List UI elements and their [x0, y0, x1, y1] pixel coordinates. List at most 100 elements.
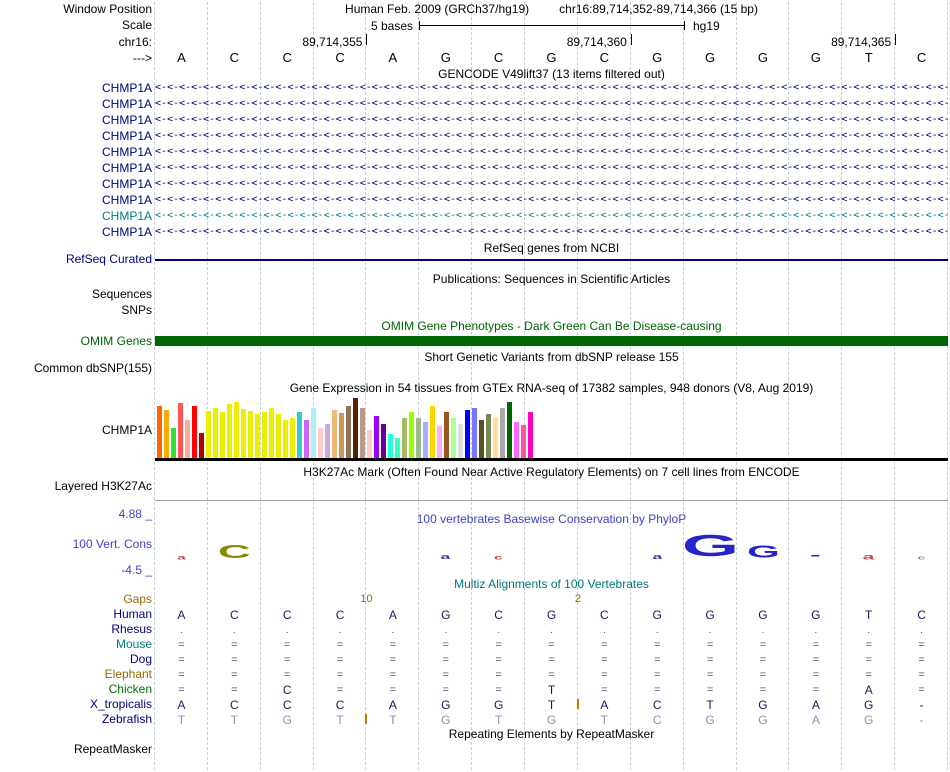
gtex-expression-bar[interactable]: [353, 398, 358, 458]
gtex-expression-bar[interactable]: [227, 404, 232, 458]
gtex-expression-bar[interactable]: [220, 412, 225, 458]
gencode-gene-label[interactable]: CHMP1A: [101, 81, 152, 95]
gtex-expression-bar[interactable]: [458, 424, 463, 458]
gtex-expression-bar[interactable]: [493, 418, 498, 458]
gtex-expression-bar[interactable]: [157, 406, 162, 458]
gtex-expression-bar[interactable]: [262, 412, 267, 458]
gencode-transcript[interactable]: <-<-<-<-<-<-<-<-<-<-<-<-<-<-<-<-<-<-<-<-…: [155, 98, 948, 109]
conservation-track-label[interactable]: 100 Vert. Cons: [72, 537, 152, 551]
gtex-expression-bar[interactable]: [451, 418, 456, 458]
gtex-expression-bar[interactable]: [360, 408, 365, 458]
gtex-expression-bar[interactable]: [192, 406, 197, 458]
gtex-expression-bar[interactable]: [255, 414, 260, 458]
gtex-expression-bar[interactable]: [500, 408, 505, 458]
gencode-transcript[interactable]: <-<-<-<-<-<-<-<-<-<-<-<-<-<-<-<-<-<-<-<-…: [155, 82, 948, 93]
multiz-species-label[interactable]: Dog: [129, 652, 152, 666]
multiz-cell: G: [441, 713, 451, 727]
gtex-expression-bar[interactable]: [178, 403, 183, 458]
gtex-gene-model-line[interactable]: [155, 458, 948, 461]
multiz-species-label[interactable]: Elephant: [104, 667, 152, 681]
gtex-expression-bar[interactable]: [423, 422, 428, 458]
repeatmasker-label[interactable]: RepeatMasker: [73, 742, 152, 756]
gencode-gene-label[interactable]: CHMP1A: [101, 145, 152, 159]
gtex-expression-bar[interactable]: [416, 418, 421, 458]
gtex-expression-bar[interactable]: [276, 414, 281, 458]
gencode-gene-label[interactable]: CHMP1A: [101, 161, 152, 175]
gtex-expression-bar[interactable]: [346, 406, 351, 458]
coordinate-tick: [366, 34, 368, 45]
gtex-expression-bar[interactable]: [234, 402, 239, 458]
multiz-species-label[interactable]: Mouse: [115, 637, 152, 651]
gtex-expression-bar[interactable]: [325, 424, 330, 458]
gencode-gene-label[interactable]: CHMP1A: [101, 113, 152, 127]
gtex-expression-bar[interactable]: [311, 408, 316, 458]
gtex-expression-bar[interactable]: [304, 420, 309, 458]
multiz-species-label[interactable]: Chicken: [108, 682, 152, 696]
gtex-expression-bar[interactable]: [444, 412, 449, 458]
gtex-expression-bar[interactable]: [318, 428, 323, 458]
gtex-expression-bar[interactable]: [171, 428, 176, 458]
gtex-expression-bar[interactable]: [465, 410, 470, 458]
gencode-transcript[interactable]: <-<-<-<-<-<-<-<-<-<-<-<-<-<-<-<-<-<-<-<-…: [155, 130, 948, 141]
multiz-species-label[interactable]: Zebrafish: [101, 712, 152, 726]
gtex-gene-label[interactable]: CHMP1A: [101, 423, 152, 437]
gtex-expression-bar[interactable]: [339, 413, 344, 458]
multiz-species-label[interactable]: X_tropicalis: [89, 697, 152, 711]
gtex-expression-bar[interactable]: [185, 420, 190, 458]
omim-genes-label[interactable]: OMIM Genes: [80, 334, 152, 348]
common-dbsnp-label[interactable]: Common dbSNP(155): [33, 361, 152, 375]
gtex-expression-bar[interactable]: [528, 412, 533, 458]
gtex-expression-bar[interactable]: [213, 408, 218, 458]
gtex-expression-bar[interactable]: [472, 408, 477, 458]
gtex-expression-bar[interactable]: [507, 402, 512, 458]
gtex-expression-bar[interactable]: [164, 410, 169, 458]
gencode-transcript[interactable]: <-<-<-<-<-<-<-<-<-<-<-<-<-<-<-<-<-<-<-<-…: [155, 210, 948, 221]
refseq-gene-line[interactable]: [155, 259, 948, 261]
gtex-expression-bar[interactable]: [248, 411, 253, 458]
gtex-expression-bar[interactable]: [521, 425, 526, 458]
multiz-species-label[interactable]: Human: [113, 607, 152, 621]
gtex-expression-bar[interactable]: [402, 418, 407, 458]
gtex-expression-bar[interactable]: [381, 424, 386, 458]
gtex-expression-bar[interactable]: [290, 418, 295, 458]
gencode-transcript[interactable]: <-<-<-<-<-<-<-<-<-<-<-<-<-<-<-<-<-<-<-<-…: [155, 146, 948, 157]
gencode-transcript[interactable]: <-<-<-<-<-<-<-<-<-<-<-<-<-<-<-<-<-<-<-<-…: [155, 194, 948, 205]
gtex-expression-bar[interactable]: [367, 430, 372, 458]
gencode-transcript[interactable]: <-<-<-<-<-<-<-<-<-<-<-<-<-<-<-<-<-<-<-<-…: [155, 226, 948, 237]
gencode-gene-label[interactable]: CHMP1A: [101, 209, 152, 223]
gtex-expression-bar[interactable]: [283, 420, 288, 458]
gtex-expression-bar[interactable]: [437, 426, 442, 458]
gencode-transcript[interactable]: <-<-<-<-<-<-<-<-<-<-<-<-<-<-<-<-<-<-<-<-…: [155, 162, 948, 173]
window-position-title: Human Feb. 2009 (GRCh37/hg19) chr16:89,71…: [155, 3, 948, 16]
gtex-expression-bar[interactable]: [206, 411, 211, 458]
gtex-expression-bar[interactable]: [514, 422, 519, 458]
gtex-expression-bar[interactable]: [269, 408, 274, 458]
refseq-curated-label[interactable]: RefSeq Curated: [65, 252, 152, 266]
multiz-cell: A: [177, 698, 186, 712]
layered-h3k27ac-label[interactable]: Layered H3K27Ac: [54, 479, 152, 493]
gtex-expression-bar[interactable]: [332, 410, 337, 458]
gtex-expression-bar[interactable]: [374, 416, 379, 458]
gtex-expression-bar[interactable]: [388, 434, 393, 458]
gtex-expression-bar[interactable]: [199, 433, 204, 458]
gencode-gene-label[interactable]: CHMP1A: [101, 129, 152, 143]
gtex-expression-bar[interactable]: [479, 420, 484, 458]
phylop-logo-letter: G: [681, 528, 739, 563]
gencode-transcript[interactable]: <-<-<-<-<-<-<-<-<-<-<-<-<-<-<-<-<-<-<-<-…: [155, 114, 948, 125]
gaps-row-label[interactable]: Gaps: [123, 592, 152, 606]
gencode-gene-label[interactable]: CHMP1A: [101, 193, 152, 207]
gtex-expression-bar[interactable]: [430, 406, 435, 458]
gtex-expression-bar[interactable]: [409, 412, 414, 458]
gtex-expression-bar[interactable]: [297, 412, 302, 458]
gencode-gene-label[interactable]: CHMP1A: [101, 177, 152, 191]
gencode-gene-label[interactable]: CHMP1A: [101, 225, 152, 239]
gencode-transcript[interactable]: <-<-<-<-<-<-<-<-<-<-<-<-<-<-<-<-<-<-<-<-…: [155, 178, 948, 189]
gtex-expression-bar[interactable]: [241, 409, 246, 458]
gencode-gene-label[interactable]: CHMP1A: [101, 97, 152, 111]
omim-gene-bar[interactable]: [155, 336, 948, 346]
publications-sequences-label[interactable]: Sequences: [91, 287, 152, 301]
multiz-species-label[interactable]: Rhesus: [111, 622, 152, 636]
gtex-expression-bar[interactable]: [395, 438, 400, 458]
gtex-expression-bar[interactable]: [486, 414, 491, 458]
snps-label[interactable]: SNPs: [121, 303, 152, 317]
